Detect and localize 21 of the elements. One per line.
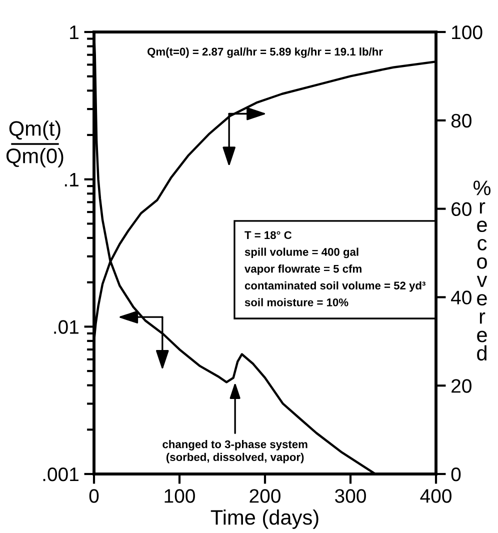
annotation: changed to 3-phase system (sorbed, dissolved, vapor): [162, 440, 308, 464]
x-axis-title: Time (days): [210, 509, 318, 529]
y2-tick-label: 40: [451, 290, 472, 304]
y2-tick-label: 60: [452, 202, 472, 216]
annotation: T = 18° C spill volume = 400 gal vapor flowrate = 5 cfm contaminated soil volume = 52 yd³ soil moisture = 10%: [244, 231, 426, 306]
y2-tick-label: 100: [452, 25, 482, 40]
y-tick-label: .1: [64, 173, 78, 186]
y-tick-label: .001: [43, 467, 78, 482]
y2-tick-label: 80: [451, 114, 472, 128]
x-tick-label: 300: [335, 489, 366, 503]
text: % recovered: [473, 180, 491, 361]
y2-tick-label: 20: [452, 379, 472, 393]
x-tick-label: 100: [164, 489, 195, 503]
annotation: Qm(t=0) = 2.87 gal/hr = 5.89 kg/hr = 19.1 lb/hr: [148, 47, 383, 58]
x-tick-label: 0: [89, 489, 99, 503]
y-tick-label: .01: [54, 320, 78, 334]
y-axis-title: Qm(t) Qm(0): [6, 120, 64, 168]
x-tick-label: 400: [420, 489, 452, 503]
x-tick-label: 200: [250, 489, 280, 503]
y-tick-label: 1: [70, 26, 78, 40]
y2-tick-label: 0: [451, 467, 461, 482]
